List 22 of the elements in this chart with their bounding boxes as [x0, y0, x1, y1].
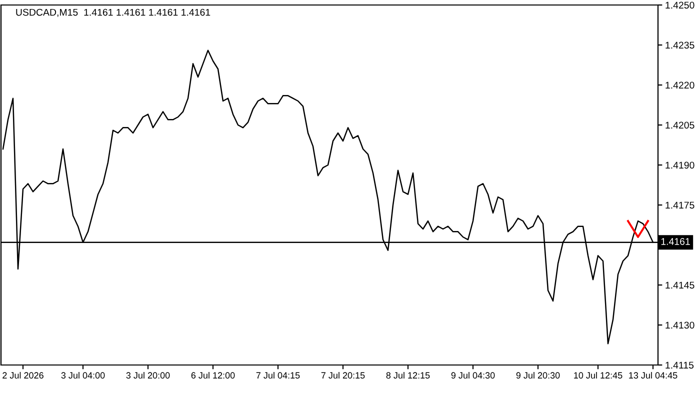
x-tick-label: 9 Jul 20:30: [516, 372, 560, 379]
y-tick-label: 1.4145: [666, 282, 694, 289]
y-tick-label: 1.4175: [666, 202, 694, 209]
y-tick-label: 1.4220: [666, 82, 694, 89]
x-tick-label: 2 Jul 2026: [2, 372, 44, 379]
x-tick-label: 9 Jul 04:30: [451, 372, 495, 379]
x-tick-label: 3 Jul 04:00: [61, 372, 105, 379]
y-tick-label: 1.4130: [666, 322, 694, 329]
y-tick-label: 1.4250: [666, 2, 694, 9]
y-tick-label: 1.4235: [666, 42, 694, 49]
x-tick-label: 7 Jul 20:15: [321, 372, 365, 379]
y-tick-label: 1.4190: [666, 162, 694, 169]
x-tick-label: 3 Jul 20:00: [126, 372, 170, 379]
x-tick-label: 6 Jul 12:00: [191, 372, 235, 379]
chart-title: USDCAD,M15 1.4161 1.4161 1.4161 1.4161: [16, 8, 210, 17]
x-tick-label: 8 Jul 12:15: [386, 372, 430, 379]
x-tick-label: 13 Jul 04:45: [629, 372, 678, 379]
x-tick-label: 7 Jul 04:15: [256, 372, 300, 379]
y-tick-label: 1.4205: [666, 122, 694, 129]
ref-line-label: 1.4161: [661, 238, 690, 245]
y-tick-label: 1.4115: [666, 362, 694, 369]
x-tick-label: 10 Jul 12:45: [574, 372, 622, 379]
